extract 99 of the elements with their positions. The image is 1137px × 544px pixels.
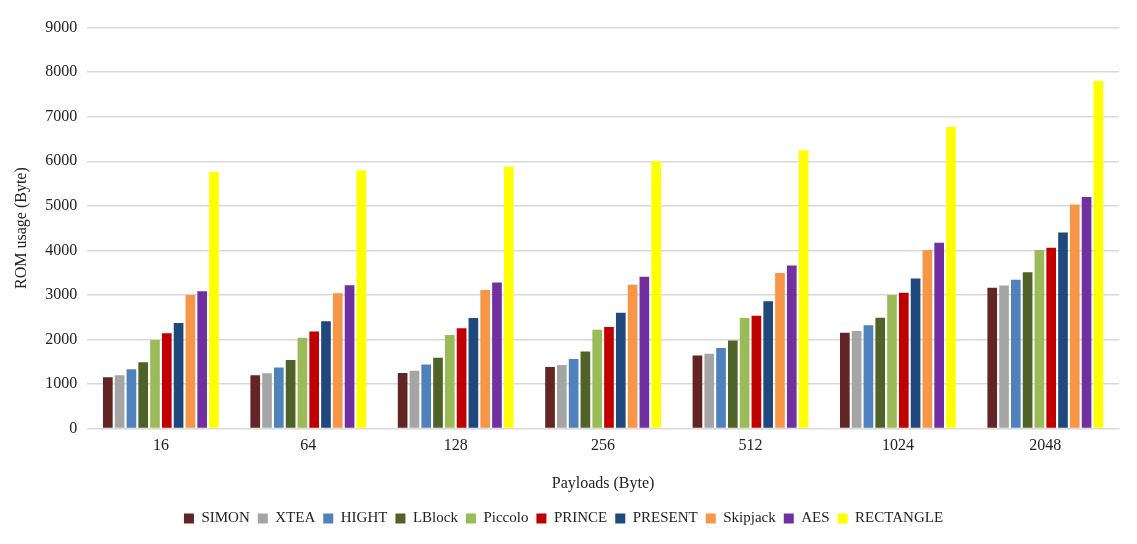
bar [798,150,809,428]
y-tick-label: 1000 [45,374,78,392]
x-tick-label: 2048 [1029,436,1062,454]
bar [409,370,420,428]
legend-label: Piccolo [483,509,529,526]
bar [627,284,638,428]
bar [273,367,284,428]
bar [1034,249,1045,428]
legend-label: XTEA [275,509,316,526]
bar [786,265,797,428]
bar [480,290,491,428]
bar [161,333,172,428]
bar [126,369,137,428]
bar [285,359,296,428]
y-tick-label: 6000 [45,151,78,169]
bar [863,325,874,428]
bar [946,126,956,428]
legend-label: Skipjack [723,509,777,526]
y-tick-label: 2000 [45,329,78,347]
bar [456,328,467,428]
x-tick-label: 128 [443,436,468,454]
y-tick-label: 3000 [45,285,78,303]
bar [651,161,661,428]
bar [421,364,432,428]
bar [309,331,320,428]
bar [185,294,196,428]
bar [545,367,555,428]
bar [580,351,591,428]
y-axis-title: ROM usage (Byte) [11,167,30,289]
bar [173,323,184,428]
bar [344,285,355,428]
bar [934,242,945,428]
y-tick-label: 5000 [45,196,78,214]
bar [297,337,308,428]
x-tick-label: 512 [738,436,763,454]
bar [503,166,514,428]
bar [615,312,626,428]
bar [910,278,921,428]
bar [103,377,113,428]
bar [716,347,726,428]
bar [209,171,219,428]
bar [875,317,886,428]
bar [150,339,160,428]
y-tick-label: 8000 [45,62,78,80]
x-tick-label: 256 [591,436,616,454]
y-tick-label: 7000 [45,106,78,124]
y-tick-label: 4000 [45,240,78,258]
bar [987,287,998,428]
legend-label: LBlock [412,509,459,526]
bar [138,362,149,428]
bar [433,357,443,428]
x-tick-label: 1024 [881,436,914,454]
legend-label: RECTANGLE [855,509,944,526]
legend-label: PRINCE [553,509,608,526]
bar [775,273,785,428]
legend-label: AES [801,509,830,526]
bar [704,353,715,428]
legend-label: SIMON [201,509,250,526]
bar [1010,279,1021,428]
legend-label: PRESENT [632,509,698,526]
bar [321,321,331,428]
bar [1046,247,1057,428]
bar [763,301,774,428]
bar [592,329,603,428]
bar [1093,81,1104,428]
bar [1058,232,1068,428]
bar [197,291,208,428]
bar [468,318,479,428]
bar [751,315,762,428]
bar [922,249,933,428]
bar [492,282,502,428]
bar [887,294,897,428]
bar [1069,204,1080,428]
bar [1081,196,1092,428]
legend-label: HIGHT [340,509,388,526]
bar [727,340,738,428]
bar [898,292,909,428]
bar [1022,272,1033,428]
bar [639,276,650,428]
bar [999,285,1009,428]
bar [397,372,408,428]
bar [840,332,850,428]
x-tick-label: 16 [152,436,169,454]
bar [262,373,272,428]
bar [692,355,703,428]
bar [250,375,261,428]
bar [444,335,455,428]
bar [851,331,862,428]
bar [739,318,750,428]
x-axis-title: Payloads (Byte) [551,473,655,492]
bar [114,375,125,428]
bar [556,364,567,428]
bar [332,293,343,428]
x-tick-label: 64 [300,436,317,454]
bar [604,327,614,428]
y-tick-label: 9000 [45,17,78,35]
bar [568,359,579,428]
bar [356,170,367,428]
y-tick-label: 0 [69,418,78,436]
